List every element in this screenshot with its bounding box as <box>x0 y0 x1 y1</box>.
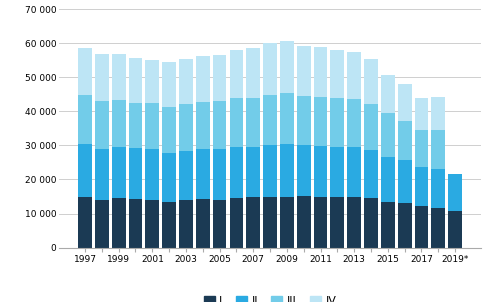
Bar <box>129 58 142 103</box>
Bar <box>414 206 428 248</box>
Bar <box>330 50 344 98</box>
Bar <box>179 104 193 150</box>
Bar <box>314 146 327 197</box>
Bar <box>280 197 294 248</box>
Bar <box>246 48 260 98</box>
Bar <box>229 198 244 248</box>
Bar <box>78 48 92 95</box>
Bar <box>229 147 244 198</box>
Bar <box>398 84 411 120</box>
Bar <box>129 149 142 198</box>
Bar <box>263 95 277 145</box>
Bar <box>213 101 226 149</box>
Bar <box>414 98 428 130</box>
Bar <box>398 120 411 160</box>
Bar <box>162 107 176 153</box>
Bar <box>297 145 311 196</box>
Bar <box>314 197 327 248</box>
Bar <box>432 97 445 130</box>
Bar <box>196 199 210 248</box>
Bar <box>196 56 210 102</box>
Bar <box>162 202 176 248</box>
Bar <box>145 149 159 200</box>
Bar <box>196 149 210 199</box>
Bar <box>78 95 92 144</box>
Bar <box>246 197 260 248</box>
Bar <box>448 211 462 248</box>
Bar <box>330 98 344 147</box>
Bar <box>229 50 244 98</box>
Bar <box>432 169 445 208</box>
Bar <box>263 197 277 248</box>
Bar <box>364 59 378 104</box>
Bar <box>347 197 361 248</box>
Bar <box>145 200 159 248</box>
Bar <box>364 104 378 150</box>
Bar <box>398 203 411 248</box>
Bar <box>381 157 395 202</box>
Bar <box>213 200 226 248</box>
Bar <box>213 149 226 200</box>
Bar <box>414 130 428 166</box>
Bar <box>448 174 462 211</box>
Bar <box>297 46 311 96</box>
Bar <box>95 200 109 248</box>
Bar <box>112 198 126 248</box>
Bar <box>330 147 344 197</box>
Bar <box>263 43 277 95</box>
Bar <box>179 150 193 200</box>
Bar <box>112 100 126 147</box>
Bar <box>297 96 311 145</box>
Bar <box>162 62 176 107</box>
Bar <box>95 101 109 149</box>
Bar <box>129 103 142 149</box>
Bar <box>381 202 395 248</box>
Bar <box>179 59 193 104</box>
Bar <box>347 52 361 99</box>
Bar <box>280 41 294 93</box>
Bar <box>145 60 159 103</box>
Bar <box>432 208 445 248</box>
Legend: I, II, III, IV: I, II, III, IV <box>199 291 341 302</box>
Bar <box>347 147 361 197</box>
Bar <box>112 54 126 100</box>
Bar <box>78 144 92 197</box>
Bar <box>246 98 260 147</box>
Bar <box>229 98 244 147</box>
Bar <box>280 93 294 144</box>
Bar <box>364 150 378 198</box>
Bar <box>145 103 159 149</box>
Bar <box>314 97 327 146</box>
Bar <box>95 149 109 200</box>
Bar <box>314 47 327 97</box>
Bar <box>213 55 226 101</box>
Bar <box>95 54 109 101</box>
Bar <box>196 102 210 149</box>
Bar <box>347 99 361 147</box>
Bar <box>432 130 445 169</box>
Bar <box>78 197 92 248</box>
Bar <box>129 198 142 248</box>
Bar <box>398 160 411 203</box>
Bar <box>364 198 378 248</box>
Bar <box>297 196 311 248</box>
Bar <box>246 147 260 197</box>
Bar <box>381 75 395 113</box>
Bar <box>414 166 428 206</box>
Bar <box>263 145 277 197</box>
Bar <box>330 197 344 248</box>
Bar <box>112 147 126 198</box>
Bar <box>280 144 294 197</box>
Bar <box>381 113 395 157</box>
Bar <box>179 200 193 248</box>
Bar <box>162 153 176 202</box>
